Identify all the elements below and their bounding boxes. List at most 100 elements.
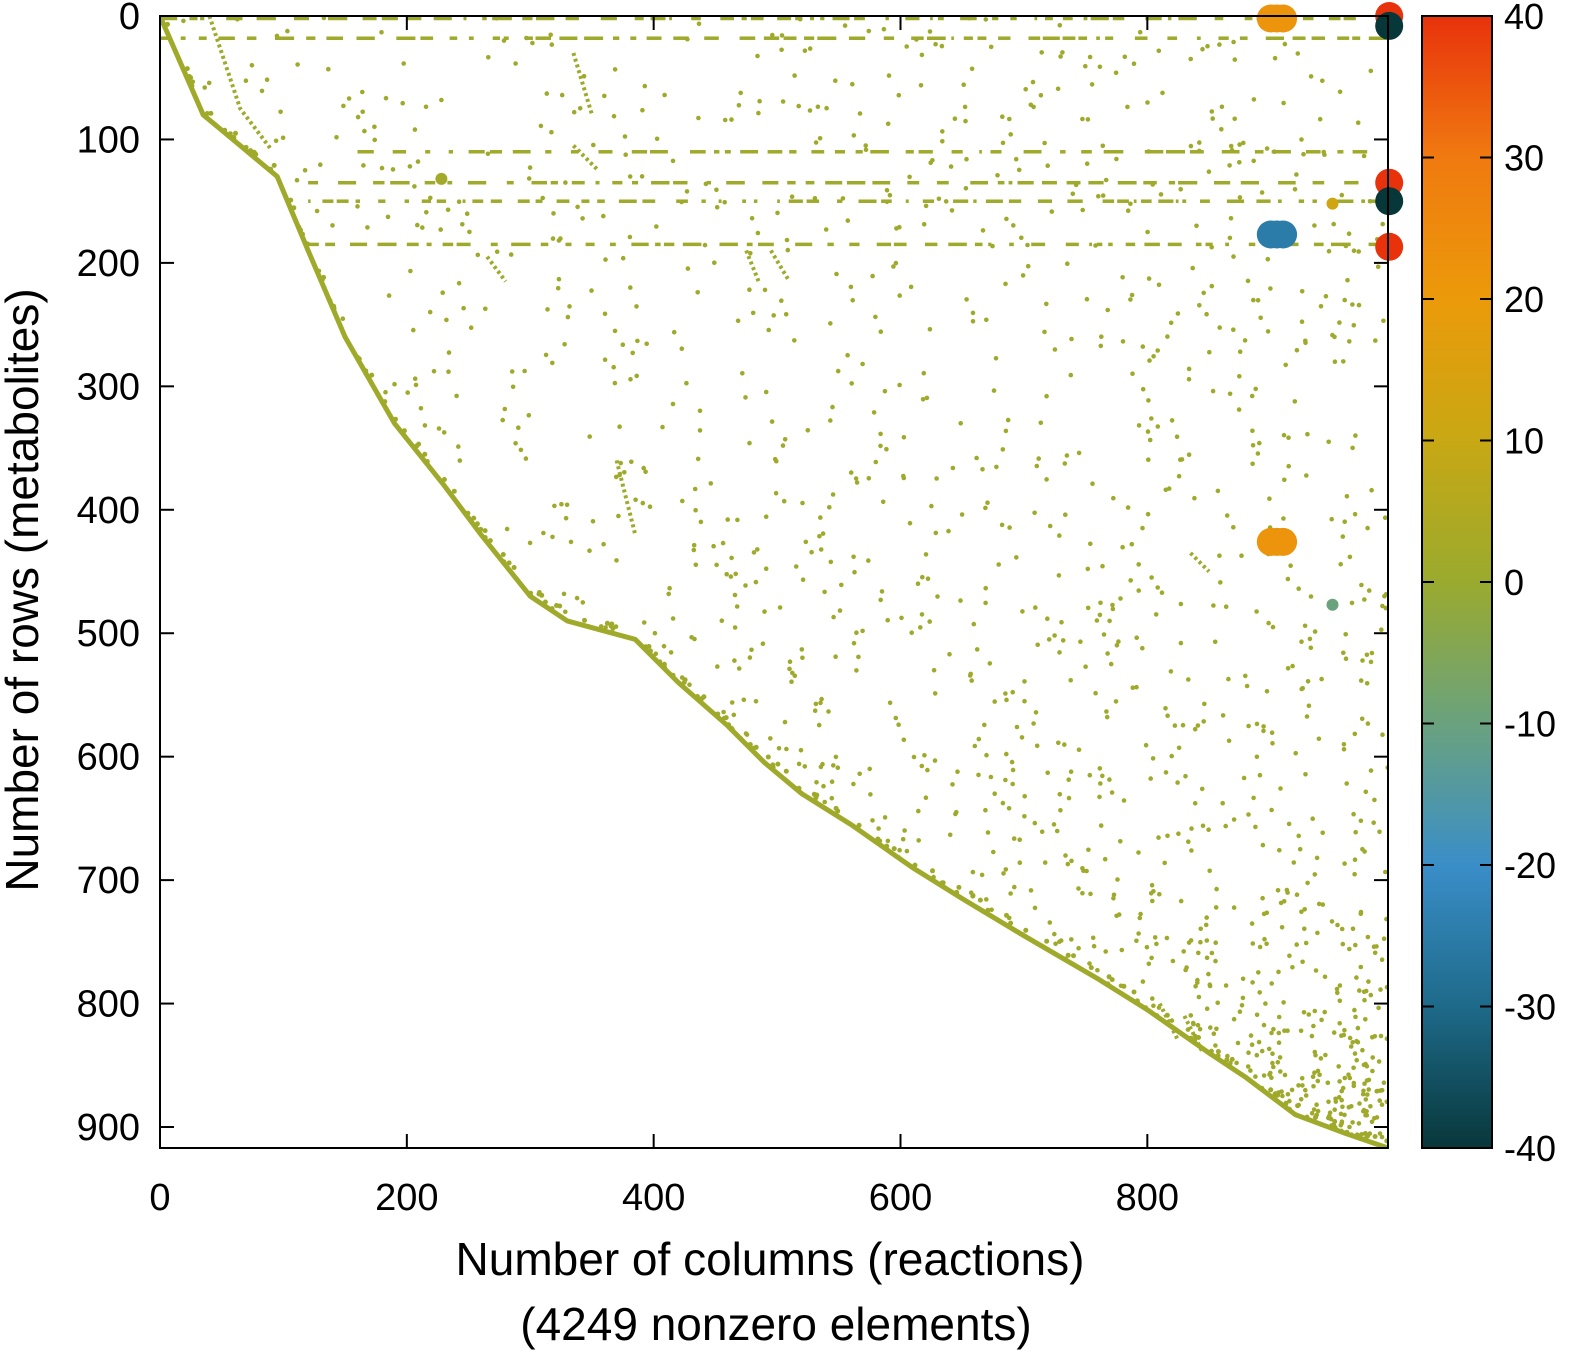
nonzero-point [1259,1048,1265,1054]
nonzero-point [1255,451,1261,456]
nonzero-point [968,671,973,677]
highlighted-point [1269,527,1298,556]
nonzero-point [446,369,451,375]
nonzero-point [1339,1097,1344,1103]
nonzero-point [1004,751,1009,757]
nonzero-point [1373,338,1378,343]
nonzero-point [789,679,794,684]
nonzero-point [916,808,921,814]
nonzero-point [1143,1005,1149,1010]
nonzero-point [1039,50,1044,55]
nonzero-point [1042,140,1047,146]
nonzero-point [1308,645,1314,651]
nonzero-point [1375,264,1381,270]
nonzero-point [911,754,917,760]
nonzero-point [1128,578,1133,583]
nonzero-point [1316,901,1322,907]
nonzero-point [809,549,814,555]
nonzero-point [486,55,491,60]
nonzero-point [1309,1033,1315,1039]
nonzero-point [1302,623,1308,629]
nonzero-point [695,694,700,699]
nonzero-point [1292,187,1298,192]
nonzero-point [983,17,989,22]
nonzero-point [551,211,556,216]
nonzero-point [907,520,913,526]
nonzero-point [1169,753,1174,759]
nonzero-point [697,428,703,433]
nonzero-point [509,369,515,374]
nonzero-point [1227,391,1233,397]
nonzero-point [1344,494,1350,499]
nonzero-point [817,533,822,539]
nonzero-point [1338,1111,1344,1117]
nonzero-point [818,515,823,520]
nonzero-point [849,381,854,386]
nonzero-point [988,774,994,780]
nonzero-point [1176,745,1182,751]
nonzero-point [640,500,646,506]
nonzero-point [1368,68,1374,74]
nonzero-point [1345,277,1350,283]
nonzero-point [316,268,322,274]
nonzero-point [1347,554,1353,560]
nonzero-point [1378,987,1383,992]
nonzero-point [1369,487,1374,493]
nonzero-point [640,107,645,113]
nonzero-point [1086,847,1091,853]
nonzero-point [983,807,988,813]
nonzero-point [679,346,685,352]
nonzero-point [401,61,407,66]
nonzero-point [1181,949,1186,954]
nonzero-point [527,165,533,170]
nonzero-point [894,226,899,231]
nonzero-point [922,753,927,758]
nonzero-point [1294,942,1299,947]
nonzero-point [1149,955,1154,961]
nonzero-point [1357,988,1362,993]
nonzero-point [1338,1122,1344,1128]
nonzero-point [400,100,406,106]
nonzero-point [1366,588,1372,593]
nonzero-point [848,284,854,290]
nonzero-point [1151,354,1156,359]
nonzero-point [1206,827,1211,832]
nonzero-point [870,818,875,823]
nonzero-point [831,614,836,620]
nonzero-point [326,66,331,72]
nonzero-point [1168,669,1174,674]
nonzero-point [602,357,608,363]
nonzero-point [1096,194,1101,199]
nonzero-point [641,620,647,625]
nonzero-point [1098,823,1104,828]
nonzero-point [550,236,556,241]
nonzero-point [1192,801,1198,806]
nonzero-point [833,805,839,811]
nonzero-point [1314,1102,1319,1107]
nonzero-point [1219,127,1224,132]
nonzero-point [974,455,979,461]
nonzero-point [1207,983,1213,989]
nonzero-point [1095,967,1100,973]
nonzero-point [1138,911,1143,917]
nonzero-point [830,492,836,497]
nonzero-point [1150,996,1155,1001]
nonzero-point [1241,140,1246,146]
nonzero-point [1368,992,1374,998]
nonzero-point [1286,821,1292,827]
nonzero-point [763,514,769,519]
nonzero-point [618,460,623,466]
nonzero-point [1163,706,1168,711]
nonzero-point [1172,723,1178,728]
nonzero-point [697,408,703,414]
nonzero-point [1296,1083,1301,1088]
nonzero-point [1264,689,1270,694]
nonzero-point [897,293,902,298]
nonzero-point [685,266,691,271]
nonzero-point [1224,513,1230,518]
nonzero-point [565,314,571,320]
nonzero-point [775,761,781,767]
nonzero-point [661,643,667,649]
nonzero-point [1282,477,1287,483]
nonzero-point [1253,386,1258,392]
